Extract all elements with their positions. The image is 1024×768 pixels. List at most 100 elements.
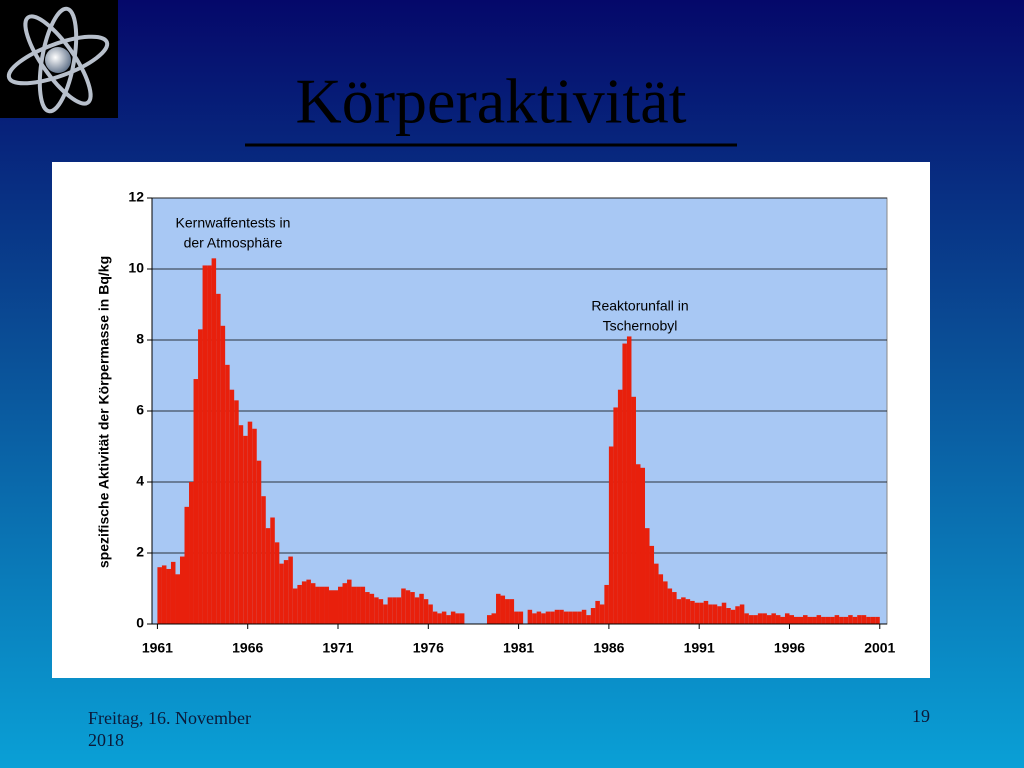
y-tick-label: 8 [136,331,144,347]
bar [721,602,727,624]
bar [771,613,776,624]
x-tick-label: 1976 [413,640,444,656]
bar [455,613,460,624]
bar [419,593,424,624]
bar [216,293,221,624]
bar [875,616,880,624]
bar [857,615,862,624]
bar [726,608,731,624]
bar [193,379,199,624]
bar [654,563,659,624]
bar [301,581,307,624]
bar [387,597,393,624]
bar [848,615,853,624]
bar [229,389,235,624]
bar [383,604,388,624]
bar [437,613,442,624]
bar [441,611,447,624]
bar [491,613,497,624]
bar [839,616,844,624]
bar [780,616,785,624]
bar [640,467,646,624]
y-axis-label: spezifische Aktivität der Körpermasse in… [96,256,112,568]
bar [766,615,772,624]
x-tick-label: 1966 [232,640,263,656]
bar [775,615,781,624]
bar [351,586,357,624]
bar [563,611,569,624]
bar [730,609,736,624]
bar [753,615,758,624]
bar [866,616,871,624]
bar [166,568,171,624]
bar [184,506,190,624]
bar [179,556,185,624]
bar [315,586,320,624]
bar [328,590,334,624]
bar [527,609,533,624]
bar [789,615,794,624]
bar [599,604,605,624]
bar [816,615,822,624]
bar [256,460,262,624]
bar [663,581,668,624]
bar [735,606,740,624]
bar [649,545,655,624]
bar [739,604,745,624]
chart: 0 2 4 6 8 10 12 1961 1966 1971 1976 1981 1986 1991 199… [96,189,896,656]
bar [450,611,456,624]
bar [586,615,591,624]
bar [324,586,329,624]
bar [198,329,203,624]
bar [261,496,266,624]
bar [803,615,808,624]
bar [396,597,402,624]
bar [347,579,352,624]
bar [613,407,618,624]
bar [333,590,339,624]
bar [243,435,248,624]
bar [401,588,406,624]
bar [369,593,375,624]
bar [861,615,867,624]
bar [667,588,673,624]
bar [825,616,831,624]
bar [536,611,542,624]
slide-title: Körperaktivität [296,66,687,137]
y-tick-label: 4 [136,473,144,489]
bar [211,258,217,624]
x-tick-label: 1996 [774,640,805,656]
bar [590,608,596,624]
x-tick-label: 1986 [593,640,624,656]
bar [690,600,695,624]
x-tick-label: 1991 [684,640,715,656]
bar [220,325,226,624]
bar [685,599,691,624]
bar [207,265,212,624]
bar [392,597,397,624]
x-tick-label: 1961 [142,640,173,656]
bar [365,592,370,624]
bar [161,565,167,624]
bar [514,611,519,624]
atom-logo [0,0,118,118]
bar [265,528,271,624]
bar [410,592,415,624]
bar [459,613,465,624]
x-tick-label: 1971 [322,640,353,656]
bar [545,611,551,624]
bar [374,597,379,624]
bar [631,396,636,624]
bar [784,613,790,624]
bar [288,556,293,624]
bar [532,613,537,624]
bar [645,528,650,624]
bar [622,343,627,624]
page-number: 19 [912,706,930,726]
bar [568,611,573,624]
bar [446,615,451,624]
bar [297,584,302,624]
bar [306,579,311,624]
bar [356,586,361,624]
